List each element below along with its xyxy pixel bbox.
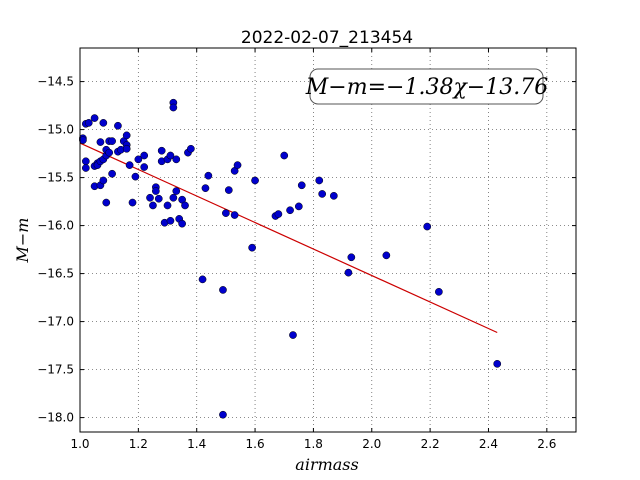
fit-annotation-box: M−m=−1.38χ−13.76 [305,68,548,105]
y-tick-label: −16.5 [37,267,74,281]
data-point [152,187,160,195]
y-tick-label: −18.0 [37,411,74,425]
data-point [99,176,108,185]
fit-line [79,142,498,334]
data-point [146,193,154,202]
grid-lines [80,48,576,432]
data-point [286,206,294,215]
data-point [172,155,181,164]
data-point [224,186,233,194]
y-tick-label: −17.5 [37,363,74,377]
data-point [294,202,303,211]
data-point [114,121,122,130]
data-point [169,103,178,112]
data-point [274,210,283,218]
fit-line-group [79,142,498,334]
data-point [84,119,93,127]
data-point [198,275,207,284]
data-point [149,201,157,210]
data-point [157,146,166,155]
data-point [219,286,227,294]
y-tick-label: −16.0 [37,219,74,233]
data-point [90,114,99,122]
data-point [178,219,186,228]
data-point [435,287,443,296]
data-point [251,176,259,185]
plot-frame [79,47,577,433]
data-point [204,171,213,180]
data-point [187,144,195,153]
data-point [154,194,163,203]
x-tick-labels: 1.0 1.2 1.4 1.6 1.8 2.0 2.2 2.4 2.6 [70,437,556,451]
data-point [493,359,502,368]
x-tick-label: 1.2 [129,437,148,451]
x-axis-label: airmass [295,455,358,474]
data-point [172,187,181,195]
y-tick-label: −15.5 [37,171,74,185]
x-tick-label: 1.0 [70,437,89,451]
data-point [219,410,227,419]
data-point [233,161,242,169]
data-point [125,161,134,169]
data-point [230,211,239,219]
y-tick-label: −15.0 [37,123,74,137]
data-point [102,198,111,207]
data-point [347,253,356,262]
data-point [108,169,116,178]
data-point [423,222,432,231]
data-point [248,243,256,252]
data-points [79,98,502,419]
data-point [122,144,131,153]
data-point [181,201,189,210]
x-tick-label: 1.6 [246,437,265,451]
x-tick-label: 2.4 [479,437,498,451]
data-point [166,151,175,160]
data-point [105,148,114,157]
y-tick-label: −17.0 [37,315,74,329]
data-point [79,136,87,145]
data-point [169,193,178,202]
data-point [81,157,90,166]
y-tick-label: −14.5 [37,75,74,89]
data-point [289,331,297,339]
x-tick-label: 1.8 [304,437,323,451]
data-point [99,119,108,127]
data-point [81,164,90,172]
data-point [122,131,131,140]
x-tick-label: 2.0 [362,437,381,451]
data-point [201,184,210,193]
data-point [318,190,327,198]
x-tick-label: 2.6 [537,437,556,451]
x-tick-label: 2.2 [421,437,440,451]
data-point [166,216,175,225]
data-point [96,138,105,146]
data-point [140,163,149,171]
data-point [163,201,172,210]
axis-ticks [79,48,576,432]
annotation-box-frame [309,68,544,105]
data-point [128,198,137,207]
data-point [108,137,116,145]
y-axis-label: M−m [13,218,32,264]
data-point [315,176,324,185]
data-point [297,181,306,190]
data-point [131,172,140,181]
y-tick-labels: −14.5 −15.0 −15.5 −16.0 −16.5 −17.0 −17.5 −18.0 [37,75,74,425]
data-point [280,151,289,160]
data-point [382,251,391,260]
data-point [344,268,353,277]
chart-title: 2022-02-07_213454 [241,28,413,48]
x-tick-label: 1.4 [187,437,206,451]
fit-equation: M−m=−1.38χ−13.76 [305,75,548,100]
data-point [329,191,338,200]
data-point [134,155,143,164]
data-point [222,209,230,217]
data-point [140,151,149,160]
